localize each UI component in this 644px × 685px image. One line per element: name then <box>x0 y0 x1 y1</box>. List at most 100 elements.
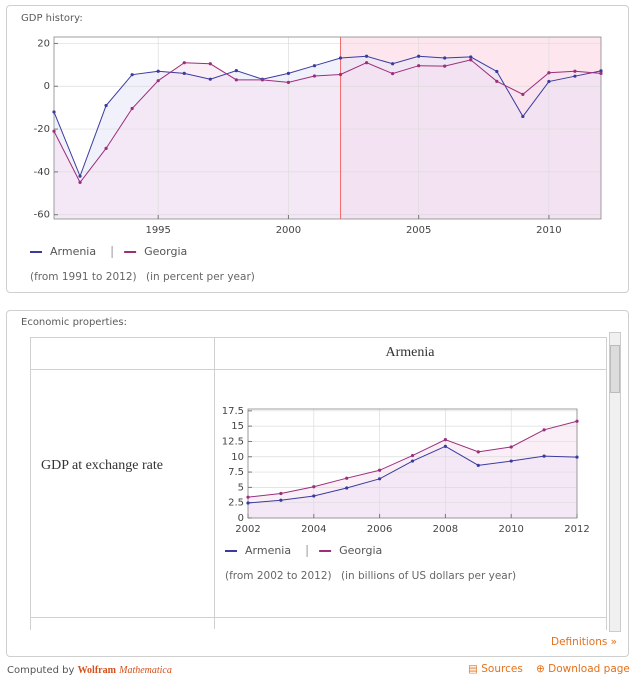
data-point <box>130 73 134 77</box>
data-point <box>156 79 160 83</box>
data-point <box>495 69 499 74</box>
data-point <box>443 56 447 60</box>
x-tick-label: 2012 <box>564 524 589 535</box>
data-point <box>345 476 349 480</box>
data-point <box>378 477 382 481</box>
data-point <box>599 71 603 75</box>
download-text: Download page <box>548 663 630 675</box>
data-point <box>312 74 317 78</box>
data-point <box>286 71 291 75</box>
data-point <box>509 459 513 463</box>
data-point <box>469 55 473 59</box>
chart-note: (in percent per year) <box>146 271 255 283</box>
legend-label: Armenia <box>245 544 291 557</box>
data-point <box>417 64 421 68</box>
data-point <box>573 74 577 78</box>
data-point <box>443 438 447 442</box>
x-tick-label: 1995 <box>145 225 170 236</box>
y-tick-label: 12.5 <box>222 436 244 447</box>
y-tick-label: 5 <box>238 482 244 493</box>
y-tick-label: 15 <box>231 421 244 432</box>
x-tick-label: 2006 <box>367 524 392 535</box>
chart-note: (from 2002 to 2012) <box>225 570 332 582</box>
properties-table <box>30 337 607 630</box>
data-point <box>391 72 395 76</box>
computed-by: Computed by Wolfram Mathematica <box>7 665 172 676</box>
data-point <box>104 103 108 108</box>
data-point <box>575 419 579 423</box>
plot-frame <box>53 36 602 220</box>
pod-title: Economic properties: <box>21 317 127 328</box>
scrollbar[interactable] <box>609 332 621 632</box>
table-divider <box>30 617 606 618</box>
data-point <box>182 71 186 75</box>
area-fill <box>54 59 601 220</box>
data-point <box>443 64 447 68</box>
data-point <box>208 77 212 81</box>
y-tick-label: 10 <box>231 452 244 463</box>
data-point <box>78 174 82 178</box>
data-point <box>417 54 421 58</box>
table-divider <box>30 369 606 370</box>
data-point <box>476 463 480 467</box>
y-tick-label: 0 <box>44 81 50 92</box>
series-line <box>53 59 602 184</box>
plot-frame <box>247 408 578 519</box>
data-point <box>521 114 525 119</box>
data-point <box>364 54 369 58</box>
legend-label: Armenia <box>50 245 96 258</box>
data-point <box>286 80 291 84</box>
data-point <box>345 486 349 490</box>
x-tick-label: 2010 <box>536 225 561 236</box>
x-tick-label: 2002 <box>235 524 260 535</box>
brand: Wolfram <box>77 665 116 676</box>
data-point <box>547 71 551 75</box>
data-point <box>542 428 546 432</box>
data-point <box>469 58 473 62</box>
data-point <box>312 494 316 498</box>
y-tick-label: -60 <box>34 210 50 221</box>
y-tick-label: 20 <box>37 38 50 49</box>
product: Mathematica <box>119 665 172 676</box>
legend-label: Georgia <box>144 245 187 258</box>
data-point <box>476 450 480 454</box>
definitions-link[interactable]: Definitions » <box>551 636 618 648</box>
download-link[interactable]: ⊕ Download page <box>536 663 630 675</box>
data-point <box>364 61 369 65</box>
sources-link[interactable]: ▤ Sources <box>468 663 523 675</box>
table-divider <box>214 337 215 629</box>
data-point <box>312 64 317 68</box>
data-point <box>260 78 264 82</box>
data-point <box>599 69 603 73</box>
data-point <box>312 485 316 489</box>
y-tick-label: -20 <box>34 124 50 135</box>
data-point <box>542 454 546 458</box>
data-point <box>279 491 283 496</box>
x-tick-label: 2000 <box>276 225 301 236</box>
y-tick-label: 0 <box>238 513 244 524</box>
data-point <box>208 62 212 66</box>
data-point <box>495 79 499 83</box>
y-tick-label: 17.5 <box>222 406 244 417</box>
data-point <box>521 92 525 96</box>
data-point <box>509 445 513 449</box>
data-point <box>378 468 382 472</box>
x-tick-label: 2008 <box>433 524 458 535</box>
data-point <box>156 69 160 73</box>
data-point <box>234 78 238 82</box>
legend-label: Georgia <box>339 544 382 557</box>
data-point <box>575 455 579 459</box>
column-header: Armenia <box>385 345 435 360</box>
row-label: GDP at exchange rate <box>41 458 163 473</box>
data-point <box>443 444 447 448</box>
pod-title: GDP history: <box>21 13 83 24</box>
x-tick-label: 2005 <box>406 225 431 236</box>
sources-text: Sources <box>481 663 523 675</box>
x-tick-label: 2010 <box>498 524 523 535</box>
data-point <box>246 495 250 499</box>
data-point <box>182 61 186 65</box>
scrollbar-thumb[interactable] <box>610 345 620 393</box>
data-point <box>338 72 343 77</box>
